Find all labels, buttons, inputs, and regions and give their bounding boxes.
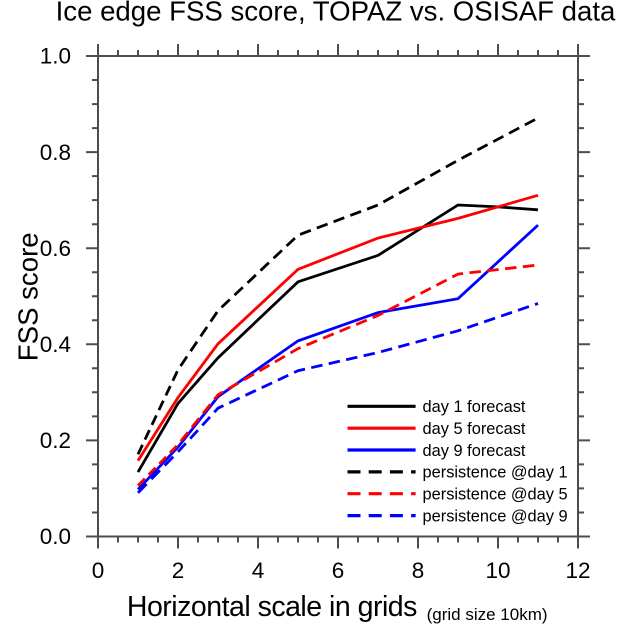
svg-text:day 5 forecast: day 5 forecast <box>423 420 526 438</box>
svg-text:4: 4 <box>252 558 265 583</box>
svg-text:0.2: 0.2 <box>40 428 71 453</box>
svg-text:0.0: 0.0 <box>40 524 71 549</box>
svg-text:0.8: 0.8 <box>40 140 71 165</box>
svg-text:0: 0 <box>92 558 105 583</box>
svg-text:(grid size 10km): (grid size 10km) <box>427 605 548 624</box>
svg-text:day 9 forecast: day 9 forecast <box>423 442 526 460</box>
svg-text:0.4: 0.4 <box>40 332 71 357</box>
svg-text:1.0: 1.0 <box>40 44 71 69</box>
svg-text:persistence @day 1: persistence @day 1 <box>423 464 568 482</box>
svg-text:persistence @day 9: persistence @day 9 <box>423 507 568 525</box>
svg-text:0.6: 0.6 <box>40 236 71 261</box>
svg-text:FSS score: FSS score <box>13 232 44 361</box>
svg-text:12: 12 <box>565 558 590 583</box>
svg-text:2: 2 <box>172 558 185 583</box>
svg-text:8: 8 <box>412 558 425 583</box>
svg-text:6: 6 <box>332 558 345 583</box>
svg-text:10: 10 <box>485 558 510 583</box>
svg-text:day 1 forecast: day 1 forecast <box>423 398 526 416</box>
svg-text:Horizontal scale in grids: Horizontal scale in grids <box>127 591 417 623</box>
svg-text:Ice edge FSS score, TOPAZ vs.: Ice edge FSS score, TOPAZ vs. OSISAF dat… <box>56 0 616 27</box>
svg-text:persistence @day 5: persistence @day 5 <box>423 486 568 504</box>
